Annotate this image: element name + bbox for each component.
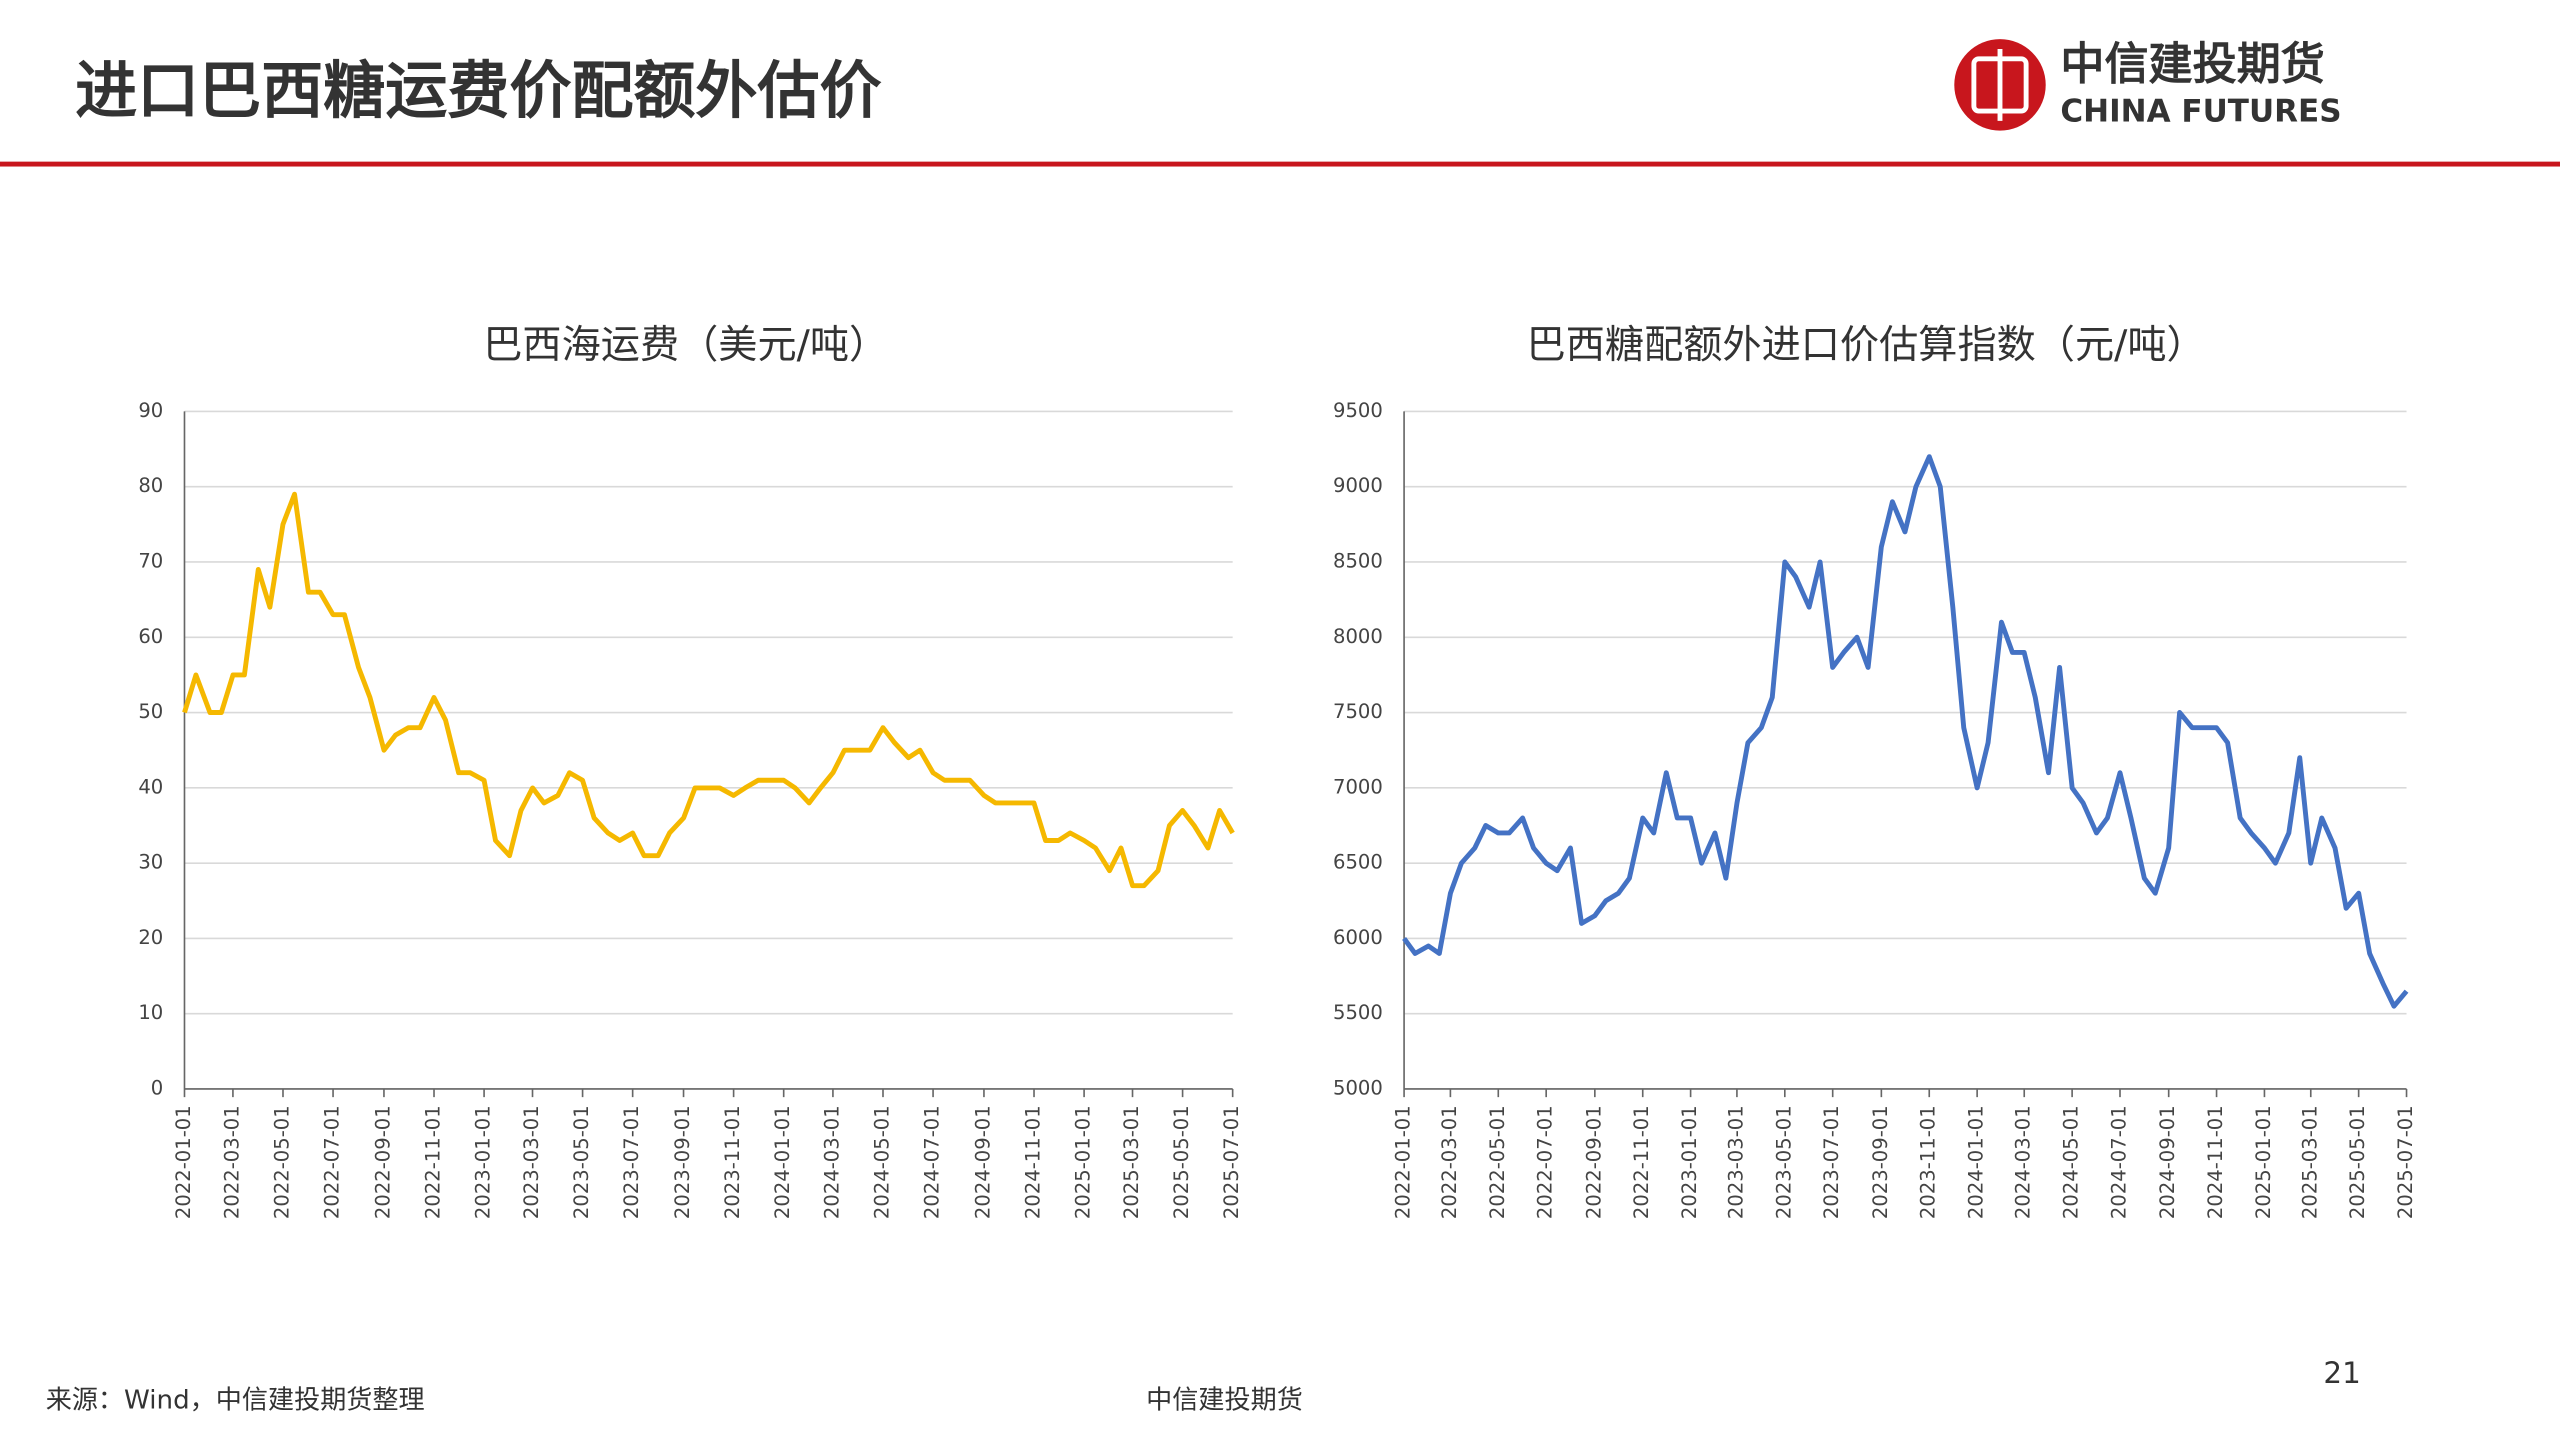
y-tick-label: 6000 bbox=[1333, 926, 1383, 949]
x-tick-label: 2025-01-01 bbox=[2252, 1105, 2275, 1219]
chart-title: 巴西糖配额外进口价估算指数（元/吨） bbox=[1527, 323, 2206, 368]
y-tick-label: 9500 bbox=[1333, 399, 1383, 422]
logo-en: CHINA FUTURES bbox=[2060, 94, 2341, 130]
x-tick-label: 2025-03-01 bbox=[1120, 1105, 1143, 1219]
logo-cn: 中信建投期货 bbox=[2060, 39, 2324, 90]
x-tick-label: 2024-01-01 bbox=[1965, 1105, 1988, 1219]
x-tick-label: 2022-07-01 bbox=[321, 1105, 344, 1219]
x-tick-label: 2022-05-01 bbox=[1486, 1105, 1509, 1219]
x-tick-label: 2022-09-01 bbox=[1582, 1105, 1605, 1219]
y-tick-label: 80 bbox=[138, 474, 163, 497]
x-tick-label: 2024-09-01 bbox=[971, 1105, 994, 1219]
x-tick-label: 2022-05-01 bbox=[270, 1105, 293, 1219]
x-tick-label: 2023-09-01 bbox=[1869, 1105, 1892, 1219]
x-tick-label: 2024-11-01 bbox=[1022, 1105, 1045, 1219]
x-tick-label: 2023-03-01 bbox=[520, 1105, 543, 1219]
page-number: 21 bbox=[2323, 1356, 2360, 1390]
x-tick-label: 2025-05-01 bbox=[1170, 1105, 1193, 1219]
charts: 巴西海运费（美元/吨） 0 10 20 30 40 50 60 70 80 90 2022-01-01… bbox=[138, 323, 2417, 1219]
x-tick-label: 2023-11-01 bbox=[721, 1105, 744, 1219]
x-tick-label: 2024-05-01 bbox=[870, 1105, 893, 1219]
x-tick-label: 2022-03-01 bbox=[1438, 1105, 1461, 1219]
y-tick-label: 50 bbox=[138, 700, 163, 723]
chart: 巴西糖配额外进口价估算指数（元/吨） 5000 5500 6000 6500 7000 75… bbox=[1333, 323, 2417, 1219]
x-tick-label: 2023-01-01 bbox=[472, 1105, 495, 1219]
x-tick-label: 2024-09-01 bbox=[2156, 1105, 2179, 1219]
source: 来源：Wind，中信建投期货整理 bbox=[46, 1385, 425, 1415]
chart: 巴西海运费（美元/吨） 0 10 20 30 40 50 60 70 80 90 2022-01-01… bbox=[138, 323, 1243, 1219]
x-tick-label: 2023-05-01 bbox=[570, 1105, 593, 1219]
y-tick-label: 30 bbox=[138, 851, 163, 874]
x-tick-label: 2023-05-01 bbox=[1772, 1105, 1795, 1219]
y-tick-label: 40 bbox=[138, 775, 163, 798]
y-tick-label: 0 bbox=[151, 1076, 163, 1099]
y-tick-label: 8000 bbox=[1333, 625, 1383, 648]
y-tick-label: 90 bbox=[138, 399, 163, 422]
x-tick-label: 2022-01-01 bbox=[1392, 1105, 1415, 1219]
x-tick-label: 2024-03-01 bbox=[2012, 1105, 2035, 1219]
data-line bbox=[1402, 454, 2409, 1009]
footer-center: 中信建投期货 bbox=[1146, 1385, 1303, 1415]
y-tick-label: 10 bbox=[138, 1001, 163, 1024]
x-tick-label: 2025-03-01 bbox=[2298, 1105, 2321, 1219]
y-tick-label: 5500 bbox=[1333, 1001, 1383, 1024]
x-tick-label: 2024-01-01 bbox=[771, 1105, 794, 1219]
y-tick-label: 6500 bbox=[1333, 851, 1383, 874]
x-tick-label: 2023-01-01 bbox=[1678, 1105, 1701, 1219]
x-tick-label: 2023-11-01 bbox=[1917, 1105, 1940, 1219]
slide-title: 进口巴西糖运费价配额外估价 bbox=[75, 54, 881, 127]
x-tick-label: 2025-07-01 bbox=[2394, 1105, 2417, 1219]
x-tick-label: 2025-07-01 bbox=[1220, 1105, 1243, 1219]
y-tick-label: 5000 bbox=[1333, 1076, 1383, 1099]
x-tick-label: 2025-01-01 bbox=[1072, 1105, 1095, 1219]
y-tick-label: 70 bbox=[138, 549, 163, 572]
x-tick-label: 2023-07-01 bbox=[620, 1105, 643, 1219]
x-tick-label: 2025-05-01 bbox=[2346, 1105, 2369, 1219]
x-tick-label: 2024-03-01 bbox=[820, 1105, 843, 1219]
y-tick-label: 8500 bbox=[1333, 549, 1383, 572]
x-tick-label: 2023-09-01 bbox=[671, 1105, 694, 1219]
x-tick-label: 2022-01-01 bbox=[172, 1105, 195, 1219]
x-tick-label: 2024-05-01 bbox=[2060, 1105, 2083, 1219]
x-tick-label: 2024-07-01 bbox=[921, 1105, 944, 1219]
x-tick-label: 2024-07-01 bbox=[2108, 1105, 2131, 1219]
x-tick-label: 2022-07-01 bbox=[1534, 1105, 1557, 1219]
x-tick-label: 2022-03-01 bbox=[220, 1105, 243, 1219]
y-tick-label: 60 bbox=[138, 625, 163, 648]
x-tick-label: 2022-11-01 bbox=[1630, 1105, 1653, 1219]
x-tick-label: 2023-07-01 bbox=[1820, 1105, 1843, 1219]
logo bbox=[1954, 39, 2046, 131]
chart-title: 巴西海运费（美元/吨） bbox=[483, 323, 888, 368]
x-tick-label: 2022-09-01 bbox=[371, 1105, 394, 1219]
y-tick-label: 7000 bbox=[1333, 775, 1383, 798]
x-tick-label: 2024-11-01 bbox=[2204, 1105, 2227, 1219]
y-tick-label: 20 bbox=[138, 926, 163, 949]
y-tick-label: 9000 bbox=[1333, 474, 1383, 497]
data-line bbox=[182, 491, 1235, 889]
y-tick-label: 7500 bbox=[1333, 700, 1383, 723]
x-tick-label: 2023-03-01 bbox=[1724, 1105, 1747, 1219]
header-rule bbox=[0, 161, 2560, 167]
x-tick-label: 2022-11-01 bbox=[422, 1105, 445, 1219]
